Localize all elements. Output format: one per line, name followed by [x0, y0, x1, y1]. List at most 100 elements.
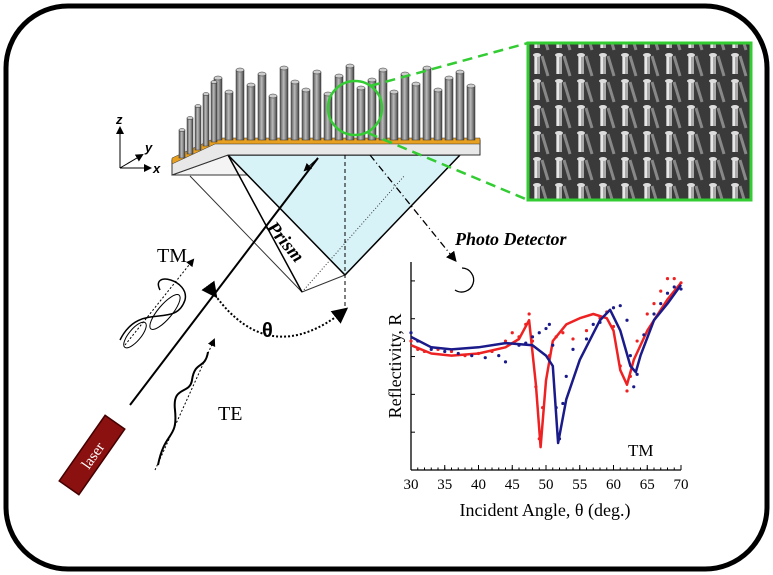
axis-z-label: z: [115, 112, 123, 127]
measured-point: [561, 331, 565, 335]
measured-point: [628, 354, 632, 358]
measured-point: [503, 360, 508, 364]
x-tick-label: 70: [674, 477, 689, 493]
measured-point: [530, 335, 535, 339]
tm-wave: [119, 258, 195, 349]
measured-point: [672, 285, 676, 289]
nanorod: [224, 89, 234, 141]
measured-point: [527, 312, 531, 316]
measured-point: [665, 277, 670, 281]
measured-point: [537, 331, 541, 335]
measured-point: [618, 304, 622, 308]
nanorod: [301, 87, 311, 141]
measured-point: [503, 339, 508, 343]
measured-point: [449, 349, 454, 354]
photo-detector-label: Photo Detector: [454, 229, 567, 249]
x-tick-label: 45: [505, 477, 520, 493]
axis-y-label: y: [144, 140, 153, 155]
measured-point: [510, 331, 514, 335]
x-tick-label: 65: [640, 477, 655, 493]
nanorod: [356, 85, 366, 141]
tm-label: TM: [157, 245, 187, 267]
measured-point: [564, 374, 568, 378]
measured-point: [443, 349, 447, 354]
measured-point: [409, 339, 413, 343]
nanorod: [378, 67, 388, 141]
x-tick-label: 30: [404, 477, 419, 493]
nanorod: [411, 81, 421, 141]
x-tick-label: 55: [572, 477, 587, 493]
nanorod: [466, 83, 476, 141]
nanorod: [312, 69, 322, 141]
reflectivity-chart: 30 35 40 45 50 55 60 65 70 Incident Angle, θ (de…: [385, 262, 689, 521]
nanorod: [246, 82, 256, 141]
x-tick-label: 50: [539, 477, 554, 493]
reflected-beam: [369, 154, 457, 263]
nanorod: [367, 77, 377, 141]
series-1: [409, 284, 683, 445]
measured-point: [497, 354, 501, 358]
measured-point: [544, 326, 548, 331]
measured-point: [659, 302, 663, 306]
fit-line: [410, 284, 683, 445]
zoom-line-top: [369, 41, 529, 88]
measured-point: [665, 291, 670, 295]
measured-point: [584, 329, 589, 333]
nanorod: [194, 104, 202, 151]
te-wave: [154, 338, 216, 471]
coordinate-axes: [116, 126, 152, 172]
series-0: [409, 277, 683, 449]
measured-point: [672, 277, 676, 281]
measured-point: [632, 385, 636, 389]
measured-point: [547, 322, 551, 326]
zoom-line-bottom: [367, 131, 529, 202]
nanorod: [235, 67, 245, 141]
x-tick-label: 60: [606, 477, 621, 493]
nanorod: [268, 93, 278, 141]
measured-point: [635, 372, 639, 376]
nanorod: [345, 63, 355, 141]
angle-label: θ: [262, 320, 273, 342]
measured-point: [591, 322, 595, 326]
nanorod: [433, 87, 443, 141]
laser-source: laser: [58, 414, 126, 496]
measured-point: [659, 289, 663, 293]
measured-point: [652, 312, 656, 316]
nanorod: [279, 65, 289, 141]
measured-point: [551, 343, 555, 347]
measured-point: [571, 337, 575, 341]
nanorod: [210, 80, 218, 143]
measured-point: [642, 333, 646, 337]
nanorod: [389, 89, 399, 141]
measured-point: [561, 401, 565, 406]
y-axis-label: Reflectivity, R: [385, 314, 405, 419]
fit-line: [410, 282, 682, 449]
chart-annotation-tm: TM: [628, 441, 654, 460]
measured-point: [625, 318, 629, 322]
nanorod: [186, 116, 194, 155]
nanorod: [422, 65, 432, 141]
x-tick-label: 40: [471, 477, 486, 493]
nanorod: [455, 69, 465, 141]
axis-x-label: x: [152, 161, 161, 176]
measured-point: [645, 312, 649, 316]
measured-point: [456, 351, 460, 356]
nanorod: [178, 128, 186, 159]
measured-point: [470, 354, 474, 358]
highlight-circle: [326, 79, 384, 137]
measured-point: [611, 306, 616, 310]
nanorod: [257, 71, 267, 141]
nanorod: [202, 92, 210, 147]
nanorod: [334, 73, 344, 141]
x-axis-label: Incident Angle, θ (deg.): [459, 500, 630, 521]
measured-point: [679, 287, 683, 291]
nanorod: [290, 79, 300, 141]
measured-point: [584, 337, 589, 341]
measured-point: [571, 347, 575, 351]
photo-detector-icon: [454, 267, 475, 293]
nanorod: [444, 75, 454, 141]
nanorod: [400, 71, 410, 141]
sem-image-inset: [526, 41, 753, 202]
measured-point: [409, 331, 413, 335]
